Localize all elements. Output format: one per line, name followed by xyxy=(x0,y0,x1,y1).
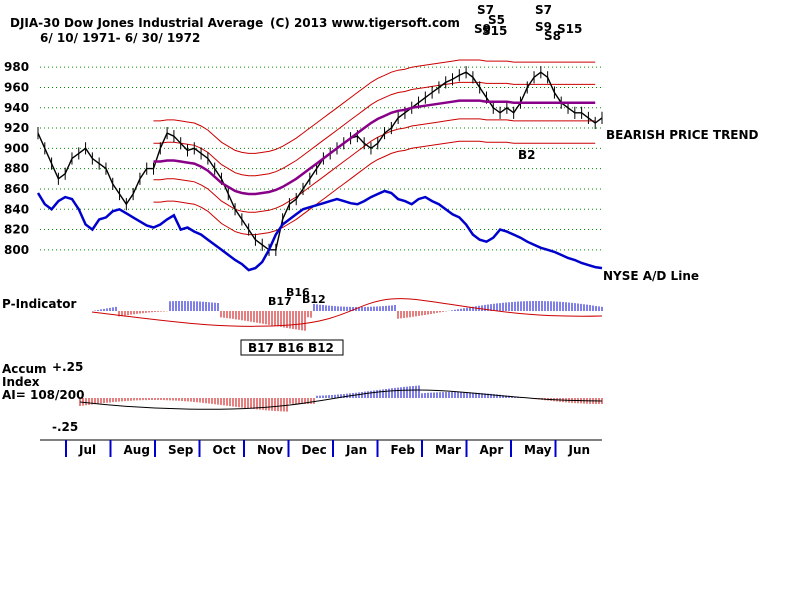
y-tick-label: 940 xyxy=(4,101,29,115)
signal-box-text: B17 B16 B12 xyxy=(248,341,334,355)
chart-title: DJIA-30 Dow Jones Industrial Average xyxy=(10,16,263,30)
x-tick-label: May xyxy=(524,443,552,457)
y-tick-label: 840 xyxy=(4,202,29,216)
band-line xyxy=(153,81,596,177)
x-tick-label: Apr xyxy=(480,443,504,457)
y-tick-label: 860 xyxy=(4,182,29,196)
signal-s15-apr: S15 xyxy=(482,24,507,38)
chart-subtitle: 6/ 10/ 1971- 6/ 30/ 1972 xyxy=(40,31,200,45)
series-line xyxy=(36,189,603,272)
band-line xyxy=(153,140,596,236)
signal-s7-apr: S7 xyxy=(477,3,494,17)
signal-s7-may: S7 xyxy=(535,3,552,17)
signal-s5: S5 xyxy=(488,13,505,27)
x-tick-label: Feb xyxy=(391,443,416,457)
series-lines xyxy=(36,66,603,272)
x-tick-label: Oct xyxy=(213,443,236,457)
envelope-bands xyxy=(153,59,596,236)
signal-b12: B12 xyxy=(302,293,326,306)
signal-s8: S8 xyxy=(544,29,561,43)
signal-b16: B16 xyxy=(286,286,310,299)
signal-box xyxy=(240,339,344,356)
y-tick-label: 960 xyxy=(4,80,29,94)
signal-s15-may: S15 xyxy=(557,22,582,36)
accum-top-value: +.25 xyxy=(52,360,83,374)
p-indicator-panel xyxy=(91,298,603,331)
index-label: Index xyxy=(2,375,40,389)
band-line xyxy=(153,118,596,213)
accum-index-panel xyxy=(79,385,603,412)
y-tick-label: 880 xyxy=(4,162,29,176)
series-line xyxy=(153,99,596,196)
x-tick-label: Aug xyxy=(124,443,150,457)
ai-ratio-label: AI= 108/200 xyxy=(2,388,84,402)
y-tick-label: 980 xyxy=(4,60,29,74)
x-tick-label: Nov xyxy=(257,443,283,457)
band-line xyxy=(153,59,596,154)
copyright: (C) 2013 www.tigersoft.com xyxy=(270,16,460,30)
x-tick-label: Mar xyxy=(435,443,461,457)
signal-s9-may: S9 xyxy=(535,20,552,34)
y-tick-label: 820 xyxy=(4,223,29,237)
grid-lines xyxy=(40,66,602,251)
y-tick-label: 900 xyxy=(4,141,29,155)
accum-bottom-value: -.25 xyxy=(52,420,78,434)
y-tick-label: 800 xyxy=(4,243,29,257)
x-axis: Jul Aug Sep Oct Nov Dec Jan Feb Mar Apr May Jun xyxy=(40,439,602,457)
x-tick-label: Jun xyxy=(568,443,591,457)
p-indicator-label: P-Indicator xyxy=(2,297,76,311)
signal-s9-apr: S9 xyxy=(474,22,491,36)
p-indicator-ma xyxy=(91,298,603,327)
x-tick-label: Jul xyxy=(78,443,96,457)
bearish-trend-label: BEARISH PRICE TREND xyxy=(606,128,759,142)
x-tick-label: Jan xyxy=(345,443,367,457)
y-axis-ticks: 980 960 940 920 900 880 860 840 820 800 xyxy=(4,60,29,257)
signal-b17: B17 xyxy=(268,295,292,308)
signal-b2: B2 xyxy=(518,148,536,162)
x-tick-label: Sep xyxy=(168,443,194,457)
x-tick-label: Dec xyxy=(302,443,327,457)
accum-ma xyxy=(79,389,603,410)
y-tick-label: 920 xyxy=(4,121,29,135)
accum-label: Accum xyxy=(2,362,47,376)
ad-line-label: NYSE A/D Line xyxy=(603,269,699,283)
series-line xyxy=(37,71,603,251)
